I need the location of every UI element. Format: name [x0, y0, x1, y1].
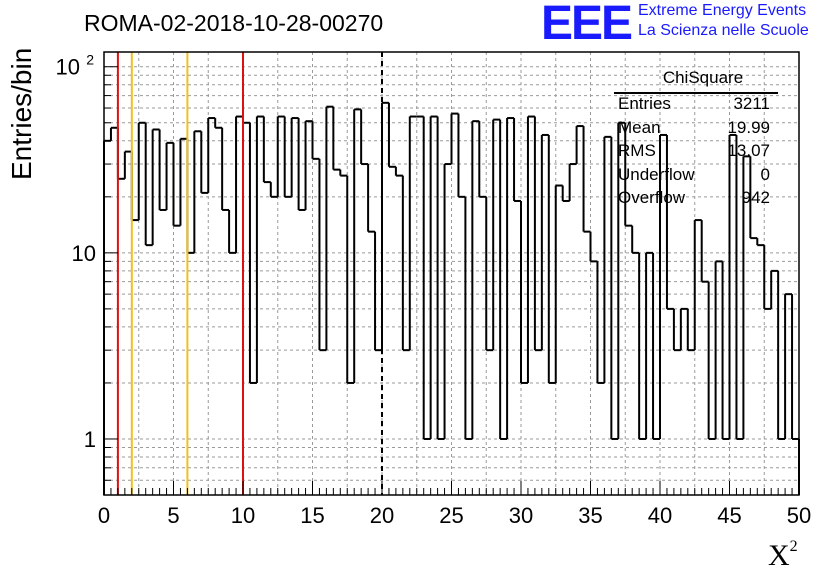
x-tick-label: 40: [648, 503, 672, 528]
stats-value: 942: [741, 188, 770, 207]
x-tick-label: 15: [300, 503, 324, 528]
x-tick-label: 30: [509, 503, 533, 528]
stats-label: RMS: [618, 141, 656, 160]
y-tick-label-sup: 2: [86, 52, 94, 68]
stats-row-entries: Entries 3211: [612, 94, 780, 118]
grid-lines: [104, 52, 799, 495]
stats-row-rms: RMS 13.07: [612, 141, 780, 165]
x-tick-label: 35: [578, 503, 602, 528]
stats-value: 3211: [733, 94, 770, 113]
stats-row-overflow: Overflow 942: [612, 188, 780, 212]
reference-lines: [116, 52, 383, 495]
stats-box: ChiSquare Entries 3211 Mean 19.99 RMS 13.07…: [612, 68, 780, 212]
x-tick-label: 5: [167, 503, 179, 528]
logo-tagline-2: La Scienza nelle Scuole: [638, 22, 809, 39]
x-axis-label: X2: [768, 538, 798, 573]
y-tick-label: 1: [84, 427, 96, 452]
stats-value: 13.07: [727, 141, 770, 160]
x-tick-label: 45: [717, 503, 741, 528]
x-tick-label: 50: [787, 503, 811, 528]
logo-tagline-1: Extreme Energy Events: [638, 2, 807, 19]
stats-value: 0: [760, 164, 770, 184]
x-tick-label: 10: [231, 503, 255, 528]
plot-title: ROMA-02-2018-10-28-00270: [84, 10, 384, 36]
stats-row-underflow: Underflow 0: [612, 165, 780, 189]
stats-value: 19.99: [727, 117, 770, 137]
eee-logo: EEE: [541, 0, 633, 50]
stats-label: Entries: [618, 94, 671, 113]
stats-row-mean: Mean 19.99: [612, 118, 780, 142]
x-axis-label-sup: 2: [789, 538, 798, 555]
stats-label: Underflow: [618, 164, 695, 184]
stats-divider: [614, 92, 778, 94]
y-tick-label: 10: [56, 55, 80, 80]
x-tick-label: 20: [370, 503, 394, 528]
axes: 0 5 10 15 20 25 30 35 40 45 50 1 10 10 2: [56, 51, 811, 528]
stats-label: Mean: [618, 117, 661, 137]
y-axis-label: Entries/bin: [6, 47, 37, 180]
stats-name: ChiSquare: [662, 68, 744, 87]
stats-label: Overflow: [618, 188, 686, 207]
x-axis-label-base: X: [768, 539, 790, 572]
x-tick-label: 25: [439, 503, 463, 528]
x-tick-label: 0: [98, 503, 110, 528]
y-tick-label: 10: [72, 241, 96, 266]
